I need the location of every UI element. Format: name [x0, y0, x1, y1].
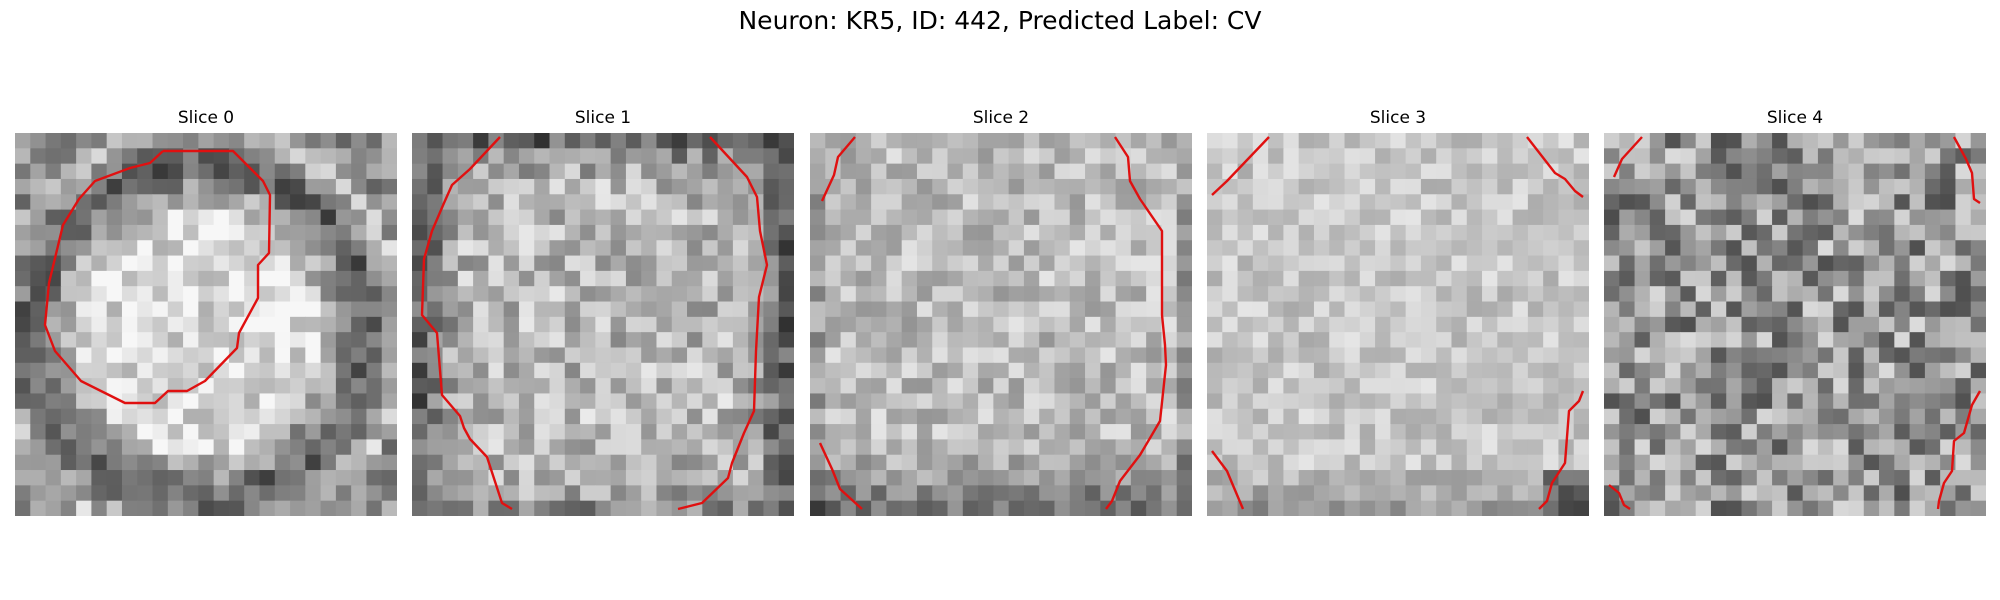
slice-4-image [1604, 133, 1986, 516]
slice-1-contour-1 [677, 136, 769, 511]
slice-2-contour-1 [1105, 136, 1168, 510]
slice-4-contour-2 [1936, 390, 1982, 510]
slice-4-contour-1 [1952, 136, 1981, 204]
slice-4-pixels [1604, 133, 1986, 516]
slice-1-svg [412, 133, 794, 516]
slice-1-pixels [412, 133, 794, 516]
slice-3-image [1207, 133, 1589, 516]
slice-3-contour-1 [1526, 136, 1584, 198]
slice-4-contour-0 [1612, 136, 1643, 178]
slice-3-pixels [1207, 133, 1589, 516]
figure-title: Neuron: KR5, ID: 442, Predicted Label: C… [738, 6, 1262, 35]
slice-2-image [810, 133, 1192, 516]
slice-4-title: Slice 4 [1766, 108, 1824, 128]
slice-4-svg [1604, 133, 1986, 516]
slice-0-image [15, 133, 397, 516]
slice-2-title: Slice 2 [972, 108, 1030, 128]
slice-3-contour-2 [1538, 390, 1585, 510]
slice-3-contour-3 [1211, 450, 1245, 510]
slice-0-svg [15, 133, 397, 516]
slice-1-contour-0 [420, 136, 513, 511]
slice-0-pixels [15, 133, 397, 516]
slice-4-contour-3 [1608, 484, 1631, 510]
slice-1-image [412, 133, 794, 516]
slice-3-title: Slice 3 [1369, 108, 1427, 128]
slice-1-title: Slice 1 [574, 108, 632, 128]
slice-2-contour-0 [820, 136, 856, 202]
slice-3-contour-0 [1211, 136, 1270, 196]
slice-2-contour-2 [818, 442, 863, 510]
slice-3-svg [1207, 133, 1589, 516]
slice-0-contour-0 [43, 149, 272, 405]
slice-2-pixels [810, 133, 1192, 516]
slice-0-title: Slice 0 [177, 108, 235, 128]
slice-2-svg [810, 133, 1192, 516]
